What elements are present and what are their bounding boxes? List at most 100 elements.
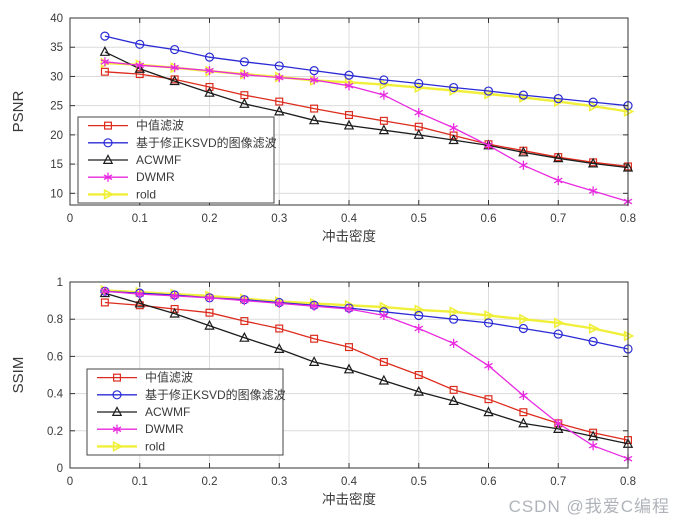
data-point-marker	[553, 420, 563, 427]
data-point-marker	[588, 100, 600, 112]
y-tick-label: 40	[50, 13, 63, 25]
data-point-marker	[553, 175, 563, 186]
data-point-marker	[414, 310, 424, 321]
data-point-marker	[484, 142, 493, 149]
data-point-marker	[239, 331, 250, 342]
y-tick-label: 0	[57, 463, 63, 475]
data-point-marker	[379, 75, 389, 85]
data-point-marker	[204, 52, 215, 62]
data-point-marker	[413, 385, 424, 396]
data-point-marker	[448, 395, 459, 406]
data-point-marker	[344, 306, 354, 312]
data-point-marker	[204, 319, 215, 330]
psnr-series-rold	[100, 57, 635, 118]
data-point-marker	[553, 94, 563, 104]
ssim-chart: 0 0.1 0.2 0.3 0.4 0.5 0.6 0.7 0.8 0 0.2 0.4 0.6 0.8 1 冲…	[10, 277, 636, 507]
data-point-marker	[343, 363, 355, 374]
data-point-marker	[449, 385, 458, 394]
x-tick-label: 0.8	[620, 213, 636, 225]
series-line	[104, 35, 629, 107]
data-point-marker	[135, 60, 145, 70]
data-point-marker	[308, 356, 320, 366]
legend-marker	[112, 373, 121, 382]
data-point-marker	[587, 430, 599, 441]
data-point-marker	[483, 86, 494, 96]
data-point-marker	[205, 65, 214, 76]
data-point-marker	[379, 90, 389, 100]
data-point-marker	[308, 356, 320, 366]
data-point-marker	[588, 100, 600, 112]
data-point-marker	[518, 323, 528, 334]
data-point-marker	[274, 74, 284, 81]
data-point-marker	[100, 67, 109, 76]
series-line	[104, 301, 629, 441]
data-point-marker	[170, 304, 179, 313]
data-point-marker	[518, 417, 529, 428]
data-point-marker	[135, 70, 144, 79]
x-tick-label: 0.5	[411, 213, 427, 225]
data-point-marker	[275, 324, 284, 333]
legend-item-基于修正KSVD的图像滤波: 基于修正KSVD的图像滤波	[88, 135, 277, 150]
data-point-marker	[379, 92, 389, 99]
data-point-marker	[309, 65, 319, 76]
data-point-marker	[484, 140, 493, 150]
psnr-series-基于修正KSVD的图像滤波	[100, 31, 633, 111]
data-point-marker	[170, 291, 179, 301]
legend-label: 基于修正KSVD的图像滤波	[136, 135, 277, 150]
data-point-marker	[414, 109, 424, 116]
data-point-marker	[134, 297, 145, 308]
data-point-marker	[344, 70, 354, 80]
data-point-marker	[310, 104, 319, 113]
data-point-marker	[414, 323, 424, 334]
data-point-marker	[344, 82, 354, 89]
legend-label: ACWMF	[136, 153, 181, 167]
data-point-marker	[240, 317, 249, 326]
data-point-marker	[100, 57, 110, 67]
y-tick-label: 0.8	[47, 314, 63, 326]
data-point-marker	[379, 312, 389, 319]
x-tick-label: 0.5	[411, 476, 427, 488]
legend-item-ACWMF: ACWMF	[97, 405, 190, 419]
data-point-marker	[518, 90, 528, 100]
legend-label: rold	[136, 187, 156, 201]
legend-label: 基于修正KSVD的图像滤波	[145, 387, 286, 402]
data-point-marker	[170, 44, 180, 55]
data-point-marker	[588, 97, 598, 107]
data-point-marker	[239, 57, 249, 67]
x-tick-label: 0.6	[481, 476, 497, 488]
legend-item-ACWMF: ACWMF	[88, 153, 181, 167]
data-point-marker	[100, 31, 110, 41]
x-axis-label: 冲击密度	[322, 491, 376, 507]
data-point-marker	[484, 395, 493, 404]
data-point-marker	[169, 75, 180, 86]
data-point-marker	[519, 160, 528, 170]
legend-marker	[102, 154, 114, 164]
data-point-marker	[274, 73, 284, 83]
data-point-marker	[204, 319, 215, 330]
data-point-marker	[623, 330, 635, 342]
legend-marker	[111, 406, 123, 416]
data-point-marker	[205, 308, 214, 317]
y-axis-label: SSIM	[10, 357, 27, 394]
data-point-marker	[169, 307, 180, 318]
data-point-marker	[553, 423, 564, 433]
data-point-marker	[309, 75, 319, 85]
series-line	[104, 61, 629, 203]
y-tick-label: 30	[50, 71, 63, 83]
x-tick-label: 0	[67, 213, 73, 225]
data-point-marker	[448, 395, 459, 406]
data-point-marker	[309, 303, 319, 310]
data-point-marker	[135, 62, 145, 69]
legend-item-rold: rold	[97, 439, 165, 453]
data-point-marker	[587, 157, 599, 168]
legend-label: 中值滤波	[136, 118, 184, 133]
data-point-marker	[414, 310, 424, 321]
legend-item-基于修正KSVD的图像滤波: 基于修正KSVD的图像滤波	[97, 387, 286, 402]
data-point-marker	[379, 79, 391, 91]
data-point-marker	[100, 288, 110, 295]
series-line	[104, 61, 629, 113]
data-point-marker	[484, 362, 493, 369]
data-point-marker	[553, 329, 563, 339]
legend-marker	[112, 373, 121, 382]
